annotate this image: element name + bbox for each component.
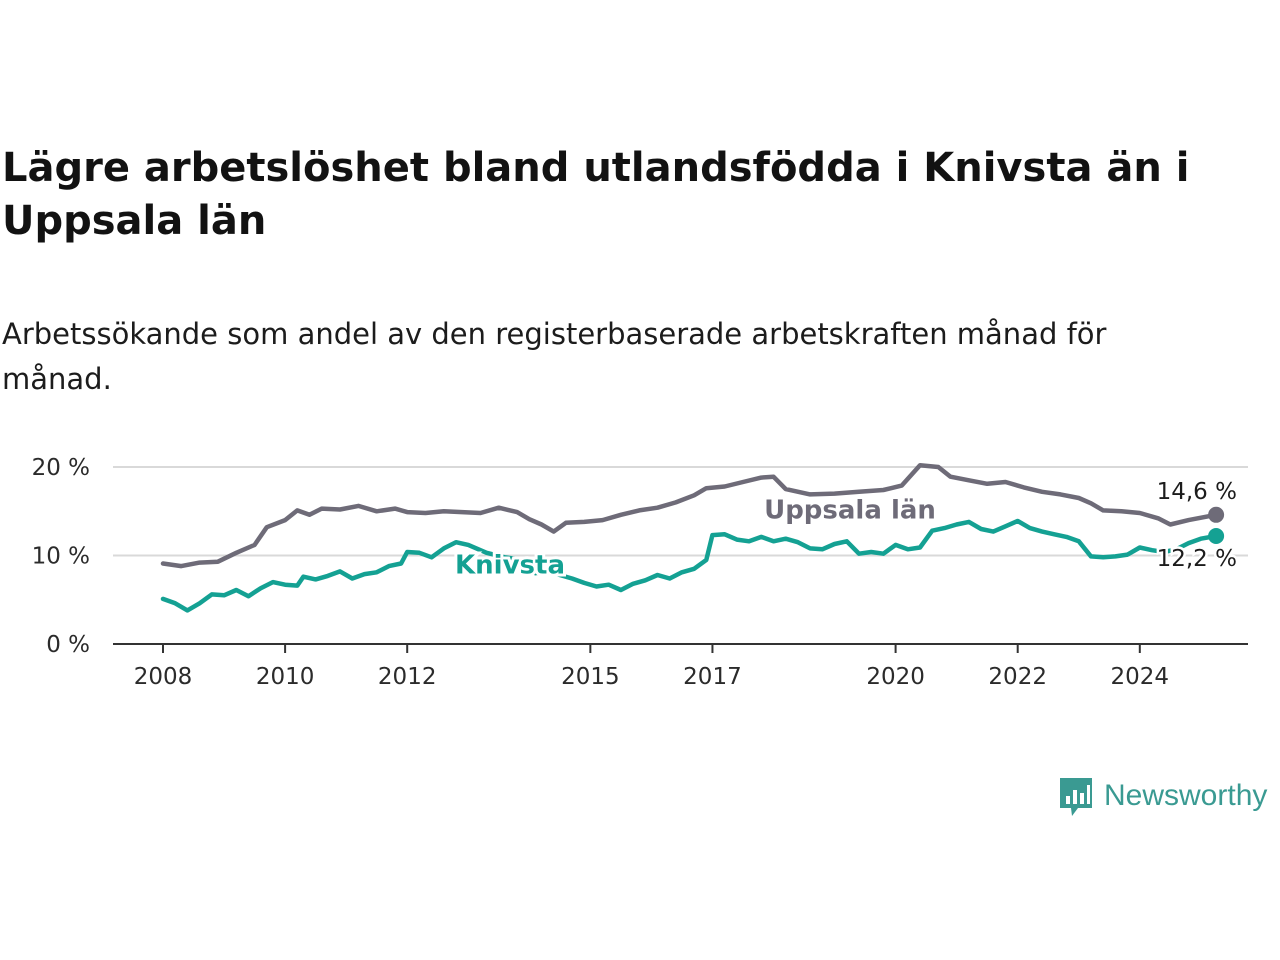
chart-subtitle: Arbetssökande som andel av den registerb…	[2, 317, 1107, 396]
x-tick-label: 2015	[561, 664, 620, 690]
series-label: Uppsala län	[764, 495, 936, 525]
y-tick-label: 20 %	[32, 455, 90, 481]
newsworthy-logo: Newsworthy	[1058, 774, 1267, 818]
x-tick-label: 2017	[683, 664, 742, 690]
newsworthy-logo-text: Newsworthy	[1104, 779, 1268, 812]
series-label: Knivsta	[455, 550, 565, 580]
x-tick-label: 2024	[1111, 664, 1170, 690]
y-tick-label: 0 %	[46, 632, 90, 658]
x-tick-label: 2020	[866, 664, 925, 690]
series-end-label: 12,2 %	[1157, 546, 1237, 572]
chart-title: Lägre arbetslöshet bland utlandsfödda i …	[2, 145, 1190, 244]
y-tick-label: 10 %	[32, 544, 90, 570]
newsworthy-logo-icon	[1060, 778, 1092, 816]
x-tick-label: 2012	[378, 664, 437, 690]
series-line-knivsta	[160, 518, 1219, 613]
line-chart: 0 % 10 % 20 % 2008 2010 2012 2015 2017 2020 2022 2…	[32, 455, 1248, 690]
series-end-point	[1208, 528, 1225, 545]
series-end-point	[1208, 506, 1225, 523]
series-end-label: 14,6 %	[1157, 479, 1237, 505]
x-tick-label: 2008	[134, 664, 193, 690]
series-line-uppsala-lan	[160, 462, 1219, 569]
x-tick-label: 2010	[256, 664, 315, 690]
x-tick-label: 2022	[988, 664, 1047, 690]
